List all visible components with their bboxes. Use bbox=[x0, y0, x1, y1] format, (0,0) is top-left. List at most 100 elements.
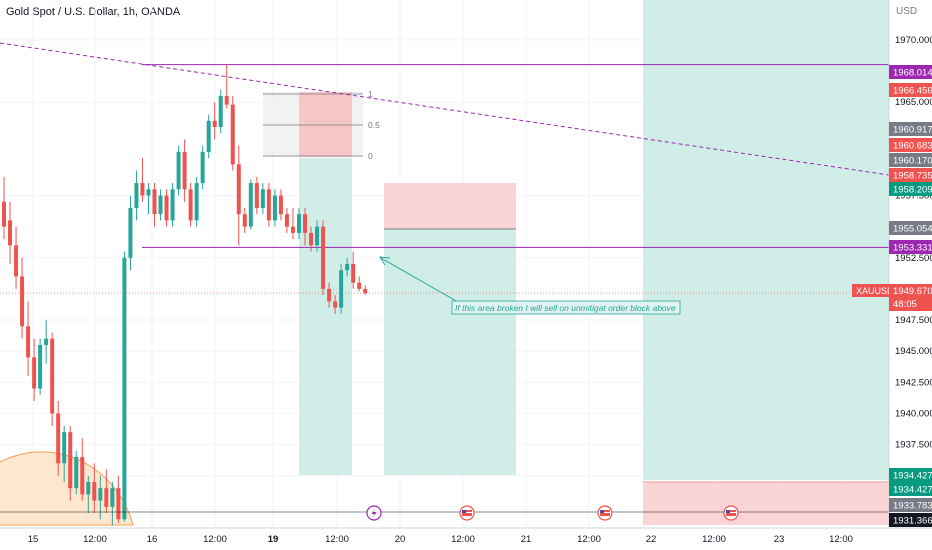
price-label-text: 1934.427 bbox=[893, 485, 932, 496]
candle-body bbox=[80, 457, 85, 495]
price-label-text: 1960.917 bbox=[893, 125, 932, 136]
horizontal-levels[interactable] bbox=[142, 64, 889, 248]
symbol-label: XAUUSD bbox=[856, 286, 894, 296]
candle-body bbox=[110, 488, 115, 507]
price-label-badge bbox=[889, 168, 932, 182]
candle-body bbox=[86, 481, 91, 495]
candle-body bbox=[363, 288, 368, 294]
us-flag-event-icon[interactable] bbox=[459, 505, 475, 521]
price-tick-label: 1957.500 bbox=[895, 191, 932, 202]
candle-body bbox=[8, 220, 13, 246]
candle-body bbox=[339, 270, 344, 308]
candle-body bbox=[146, 189, 151, 196]
price-label-text: 1955.054 bbox=[893, 224, 932, 235]
price-label-badge bbox=[889, 153, 932, 167]
price-label-text: 1931.366 bbox=[893, 516, 932, 527]
time-tick-label: 12:00 bbox=[577, 534, 601, 545]
price-label-badge bbox=[889, 182, 932, 196]
price-tick-label: 1947.500 bbox=[895, 315, 932, 326]
price-label-badge bbox=[889, 513, 932, 527]
candle-body bbox=[92, 481, 97, 501]
price-label-text: 1934.427 bbox=[893, 471, 932, 482]
arc-shape bbox=[0, 451, 134, 526]
candle-body bbox=[56, 413, 61, 464]
candle-body bbox=[128, 207, 133, 258]
candle-body bbox=[327, 288, 332, 302]
candle-body bbox=[206, 120, 211, 152]
candle-body bbox=[230, 104, 235, 165]
chart-title: Gold Spot / U.S. Dollar, 1h, OANDA bbox=[6, 6, 181, 18]
price-tick-label: 1970.000 bbox=[895, 35, 932, 46]
candle-countdown: 48:05 bbox=[893, 299, 917, 310]
annotation-arrowhead bbox=[379, 256, 391, 266]
candle-body bbox=[278, 195, 283, 215]
price-label-badge bbox=[889, 468, 932, 482]
candle-body bbox=[122, 257, 127, 520]
candle-body bbox=[104, 488, 109, 507]
time-axis[interactable]: 15 12:00 16 12:00 19 12:00 20 12:00 21 12:00 22 12:… bbox=[28, 534, 853, 545]
candle-body bbox=[62, 432, 67, 464]
price-label-text: 1960.170 bbox=[893, 156, 932, 167]
candle-body bbox=[345, 264, 350, 271]
current-price-label: XAUUSD 1949.670 48:05 bbox=[852, 284, 932, 311]
us-flag-event-icon[interactable] bbox=[597, 505, 613, 521]
candle-body bbox=[357, 282, 362, 289]
candle-body bbox=[14, 245, 19, 277]
price-tick-label: 1940.000 bbox=[895, 408, 932, 419]
candle-body bbox=[224, 95, 229, 105]
price-tick-label: 1952.500 bbox=[895, 253, 932, 264]
candle-body bbox=[164, 195, 169, 221]
lightning-event-icon[interactable] bbox=[366, 505, 382, 521]
annotation-arrow bbox=[380, 257, 459, 303]
time-tick-label: 12:00 bbox=[829, 534, 853, 545]
price-labels: 1968.014 1966.456 1960.917 1960.683 1960.170… bbox=[889, 65, 932, 527]
candle-body bbox=[182, 151, 187, 190]
price-tick-label: 1942.500 bbox=[895, 377, 932, 388]
time-tick-label: 20 bbox=[395, 534, 406, 545]
candle-body bbox=[134, 183, 139, 208]
price-label-badge bbox=[889, 65, 932, 79]
candle-body bbox=[74, 457, 79, 489]
candle-body bbox=[248, 183, 253, 227]
position-target-zone bbox=[384, 229, 516, 475]
price-label-badge bbox=[889, 138, 932, 152]
candle-body bbox=[188, 189, 193, 221]
price-axis[interactable]: 1970.000 1965.000 1957.500 1952.500 1947.500… bbox=[895, 35, 932, 482]
time-tick-label: 23 bbox=[774, 534, 785, 545]
time-tick-label: 19 bbox=[268, 534, 279, 545]
price-tick-label: 1937.500 bbox=[895, 440, 932, 451]
time-tick-label: 22 bbox=[646, 534, 657, 545]
current-price-value: 1949.670 bbox=[893, 286, 932, 297]
teal-zone-right bbox=[643, 0, 889, 480]
order-block-zone bbox=[299, 92, 352, 157]
price-label-text: 1933.783 bbox=[893, 501, 932, 512]
candle-body bbox=[351, 264, 356, 283]
candle-body bbox=[260, 189, 265, 208]
price-tick-label: 1945.000 bbox=[895, 346, 932, 357]
time-tick-label: 12:00 bbox=[451, 534, 475, 545]
candle-body bbox=[321, 226, 326, 289]
candle-body bbox=[284, 214, 289, 227]
annotation-text: If this area broken I will sell on unmit… bbox=[455, 303, 676, 313]
time-tick-label: 12:00 bbox=[83, 534, 107, 545]
candle-body bbox=[236, 164, 241, 215]
annotation-box[interactable] bbox=[451, 300, 681, 315]
candle-body bbox=[194, 183, 199, 221]
us-flag-event-icon[interactable] bbox=[723, 505, 739, 521]
candle-body bbox=[303, 214, 307, 233]
event-icons[interactable] bbox=[366, 505, 739, 521]
candle-body bbox=[200, 151, 205, 184]
time-tick-label: 12:00 bbox=[325, 534, 349, 545]
candle-body bbox=[152, 189, 157, 215]
price-axis-currency: USD bbox=[896, 6, 918, 17]
position-stop-zone bbox=[384, 183, 516, 229]
candle-body bbox=[254, 183, 259, 208]
candle-body bbox=[176, 151, 181, 190]
time-tick-label: 16 bbox=[147, 534, 158, 545]
time-tick-label: 12:00 bbox=[702, 534, 726, 545]
price-tick-label: 1965.000 bbox=[895, 97, 932, 108]
fib-level-label: 1 bbox=[368, 89, 373, 99]
price-label-text: 1958.209 bbox=[893, 185, 932, 196]
candle-body bbox=[26, 326, 31, 358]
